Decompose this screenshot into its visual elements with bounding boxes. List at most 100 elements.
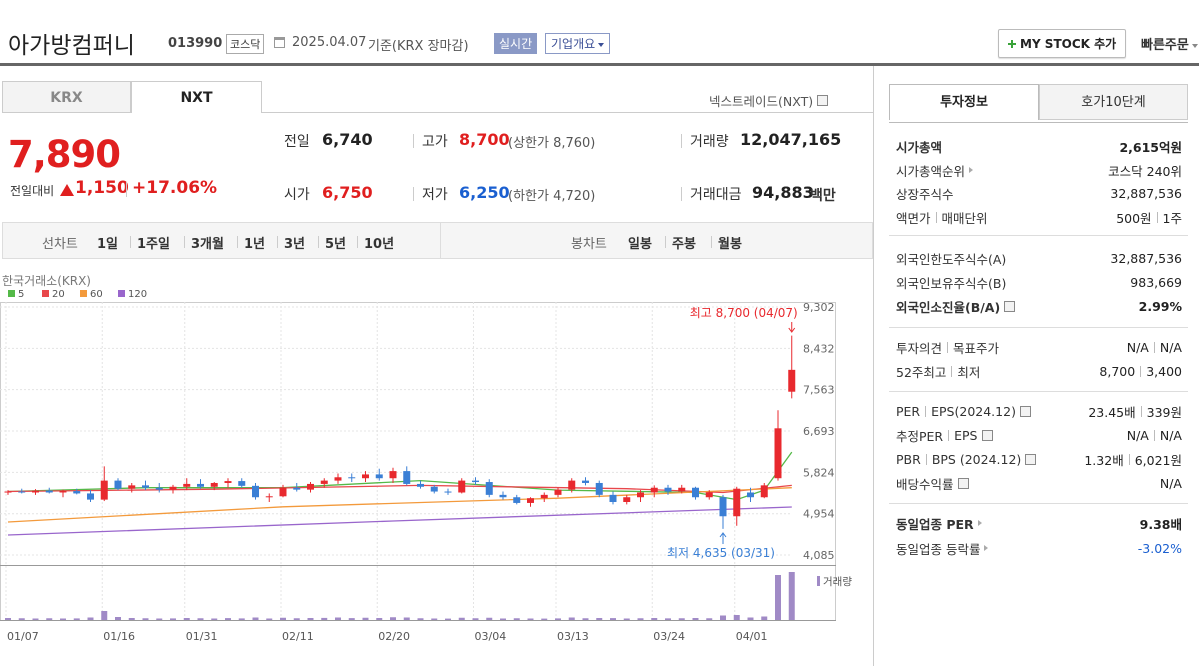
group-divider	[889, 235, 1188, 236]
candle-option[interactable]: 일봉	[628, 237, 652, 252]
candle-body	[499, 494, 507, 498]
volume-bar	[733, 615, 740, 620]
stat-note: (하한가 4,720)	[508, 189, 596, 204]
volume-bar	[678, 618, 685, 620]
nxt-link[interactable]: 넥스트레이드(NXT)	[709, 91, 829, 110]
candle-option[interactable]: 월봉	[718, 237, 742, 252]
volume-bar	[651, 618, 658, 620]
label-part: 액면가	[896, 210, 931, 226]
label-part: 투자의견	[896, 340, 943, 356]
candle-body	[155, 487, 163, 490]
row-value: 2,615억원	[1119, 137, 1182, 156]
volume-bar	[348, 618, 355, 620]
stock-code: 013990	[168, 36, 223, 51]
info-row: 외국인소진율(B/A) 2.99%	[896, 296, 1182, 316]
row-label: 배당수익률	[896, 474, 969, 493]
volume-bar	[555, 618, 561, 620]
y-tick-label: 7,563	[803, 384, 835, 397]
row-label: 상장주식수	[896, 184, 954, 203]
separator	[681, 187, 682, 201]
period-option[interactable]: 3년	[284, 237, 306, 252]
candle-body	[100, 480, 108, 500]
separator	[237, 236, 238, 248]
period-option[interactable]: 1주일	[137, 237, 170, 252]
candle-body	[403, 471, 411, 484]
volume-bar	[156, 618, 163, 620]
period-option[interactable]: 1일	[97, 237, 119, 252]
value-part: 2,615억원	[1119, 139, 1182, 155]
nxt-tab[interactable]: NXT	[131, 81, 262, 113]
candle-body	[774, 428, 782, 479]
candle-body	[238, 481, 246, 486]
value-part: N/A	[1126, 427, 1149, 443]
separator	[130, 236, 131, 248]
x-tick-label: 01/16	[103, 630, 135, 643]
volume-bar	[486, 617, 493, 620]
quick-order[interactable]: 빠른주문	[1141, 34, 1198, 53]
candle-body	[128, 485, 136, 489]
info-row: PBR BPS (2024.12) 1.32배 6,021원	[896, 449, 1182, 469]
candle-body	[747, 492, 754, 498]
row-value: 2.99%	[1139, 299, 1182, 314]
candle-body	[169, 486, 177, 490]
stat-unit: 백만	[810, 188, 836, 204]
orderbook-tab[interactable]: 호가10단계	[1039, 84, 1188, 120]
volume-bar	[417, 618, 424, 620]
value-part: 코스닥 240위	[1108, 163, 1182, 179]
candle-body	[114, 480, 122, 489]
y-tick-label: 4,954	[803, 508, 835, 521]
candle-body	[444, 491, 452, 493]
legend-swatch	[8, 290, 15, 297]
change-rate: +17.06%	[132, 178, 218, 198]
info-tab[interactable]: 투자정보	[889, 84, 1039, 120]
value-part: 23.45배	[1088, 404, 1136, 420]
plus-icon	[1008, 40, 1016, 48]
value-part: 8,700	[1099, 363, 1136, 379]
label-part: 동일업종 PER	[896, 516, 974, 532]
period-option[interactable]: 3개월	[191, 237, 224, 252]
separator	[1140, 405, 1142, 417]
volume-bar	[445, 618, 451, 620]
row-label: 외국인한도주식수(A)	[896, 249, 1006, 268]
period-option[interactable]: 10년	[364, 237, 395, 252]
x-tick-label: 02/20	[378, 630, 410, 643]
candle-body	[540, 494, 548, 499]
value-part: N/A	[1159, 475, 1182, 491]
high-annotation: 최고 8,700 (04/07)	[690, 306, 798, 320]
label-part: 외국인보유주식수(B)	[896, 275, 1007, 291]
stat-note: (상한가 8,760)	[508, 136, 596, 151]
row-label: 동일업종 등락률	[896, 539, 989, 558]
help-icon	[1025, 453, 1037, 465]
legend-label: 5	[18, 289, 24, 300]
stat-value: 94,883	[752, 183, 814, 202]
candle-body	[334, 477, 342, 481]
mystock-button[interactable]: MY STOCK 추가	[998, 29, 1127, 58]
separator	[1153, 429, 1155, 441]
volume-bar	[610, 618, 616, 620]
row-value: 32,887,536	[1110, 251, 1182, 266]
row-value: 32,887,536	[1110, 186, 1182, 201]
krx-tab[interactable]: KRX	[2, 81, 131, 113]
stat-label: 저가	[422, 187, 448, 203]
period-option[interactable]: 5년	[325, 237, 347, 252]
period-option[interactable]: 1년	[244, 237, 266, 252]
x-tick-label: 02/11	[282, 630, 314, 643]
candle-option[interactable]: 주봉	[672, 237, 696, 252]
overview-button[interactable]: 기업개요	[545, 33, 611, 54]
label-part: PBR	[896, 451, 921, 467]
realtime-badge[interactable]: 실시간	[494, 33, 538, 54]
separator	[357, 236, 358, 248]
info-row: 액면가 매매단위 500원 1주	[896, 207, 1182, 227]
row-label: 투자의견 목표주가	[896, 338, 999, 357]
candle-body	[609, 494, 617, 502]
row-label: PER EPS(2024.12)	[896, 404, 1031, 419]
volume-bar	[211, 618, 218, 620]
row-label: 외국인보유주식수(B)	[896, 273, 1006, 292]
volume-bar	[747, 617, 754, 620]
stat-label: 전일	[284, 134, 310, 150]
separator	[184, 236, 185, 248]
candle-body	[59, 491, 67, 493]
candle-body	[582, 480, 589, 483]
x-tick-label: 03/04	[475, 630, 507, 643]
